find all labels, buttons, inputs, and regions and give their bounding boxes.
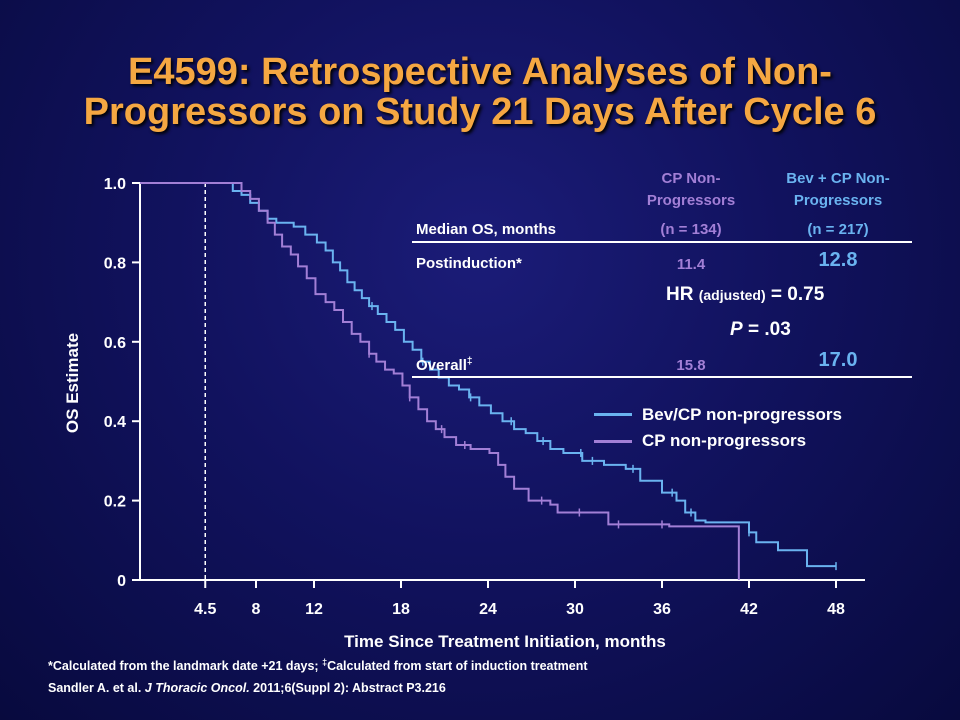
slide-title: E4599: Retrospective Analyses of Non- Pr… — [0, 52, 960, 132]
hr-prefix: HR — [666, 284, 694, 305]
hr-adjusted: (adjusted) — [698, 287, 766, 303]
legend-label-bev: Bev/CP non-progressors — [642, 405, 842, 424]
hr-statement: HR (adjusted) = 0.75 — [666, 284, 824, 306]
x-tick-label: 42 — [740, 601, 758, 618]
x-tick-label: 12 — [305, 601, 323, 618]
col-cp-header-line-1: CP Non- — [661, 170, 721, 187]
y-tick-label: 0.4 — [104, 414, 126, 431]
legend-swatch-cp — [594, 440, 632, 443]
overall-label-mark: ‡ — [466, 356, 473, 367]
row-header-median-os: Median OS, months — [416, 221, 557, 238]
footnote: *Calculated from the landmark date +21 d… — [48, 657, 588, 673]
bev-n: (n = 217) — [807, 221, 869, 238]
x-tick-label: 48 — [827, 601, 845, 618]
chart-axes: 0 0.2 0.4 0.6 0.8 1.0 4.5 8 12 18 24 30 36 42 48 — [104, 176, 865, 618]
citation-part-1: Sandler A. et al. — [48, 681, 145, 695]
citation: Sandler A. et al. J Thoracic Oncol. 2011… — [48, 681, 446, 695]
footnote-part-1: *Calculated from the landmark date +21 d… — [48, 659, 323, 674]
table-header-rule — [412, 241, 912, 243]
citation-journal: J Thoracic Oncol. — [144, 681, 250, 695]
footnote-part-2: Calculated from start of induction treat… — [327, 659, 588, 674]
p-label: P — [730, 319, 743, 340]
x-tick-label: 36 — [653, 601, 671, 618]
overall-cp-value: 15.8 — [676, 357, 706, 374]
overall-label-text: Overall — [416, 357, 467, 374]
y-tick-label: 0.2 — [104, 494, 126, 511]
overall-label: Overall‡ — [416, 356, 472, 374]
y-tick-label: 1.0 — [104, 176, 126, 193]
postinduction-label: Postinduction* — [416, 255, 522, 272]
x-tick-label: 4.5 — [194, 601, 216, 618]
y-tick-label: 0 — [117, 573, 126, 590]
hr-value: = 0.75 — [770, 284, 825, 305]
p-value: = .03 — [747, 319, 791, 340]
overall-bev-value: 17.0 — [818, 349, 858, 371]
x-tick-label: 24 — [479, 601, 497, 618]
col-bev-header: Bev + CP Non- Progressors — [768, 168, 908, 212]
cp-n: (n = 134) — [660, 221, 722, 238]
col-cp-header-line-2: Progressors — [646, 192, 736, 209]
postinduction-bev-value: 12.8 — [818, 249, 858, 271]
postinduction-cp-value: 11.4 — [676, 256, 706, 273]
citation-part-2: 2011;6(Suppl 2): Abstract P3.216 — [249, 681, 446, 695]
slide-title-line-1: E4599: Retrospective Analyses of Non- — [128, 51, 832, 93]
legend-swatch-bev — [594, 413, 632, 416]
legend-label-cp: CP non-progressors — [642, 431, 807, 450]
series-line-bev — [140, 182, 836, 568]
table-bottom-rule — [412, 376, 912, 378]
y-tick-label: 0.8 — [104, 255, 126, 272]
x-tick-label: 30 — [566, 601, 584, 618]
x-tick-label: 18 — [392, 601, 410, 618]
footnote-mark: ‡ — [322, 657, 328, 667]
y-axis-label: OS Estimate — [63, 333, 82, 433]
x-tick-label: 8 — [252, 601, 261, 618]
p-value-statement: P = .03 — [730, 319, 791, 341]
col-cp-header: CP Non- Progressors — [632, 168, 750, 212]
x-axis-label: Time Since Treatment Initiation, months — [344, 632, 666, 651]
col-bev-header-line-1: Bev + CP Non- — [786, 170, 890, 187]
y-tick-label: 0.6 — [104, 335, 126, 352]
chart-series-layer — [140, 182, 837, 580]
col-bev-header-line-2: Progressors — [793, 192, 883, 209]
slide-title-line-2: Progressors on Study 21 Days After Cycle… — [83, 91, 877, 133]
series-line-cp — [140, 182, 740, 580]
